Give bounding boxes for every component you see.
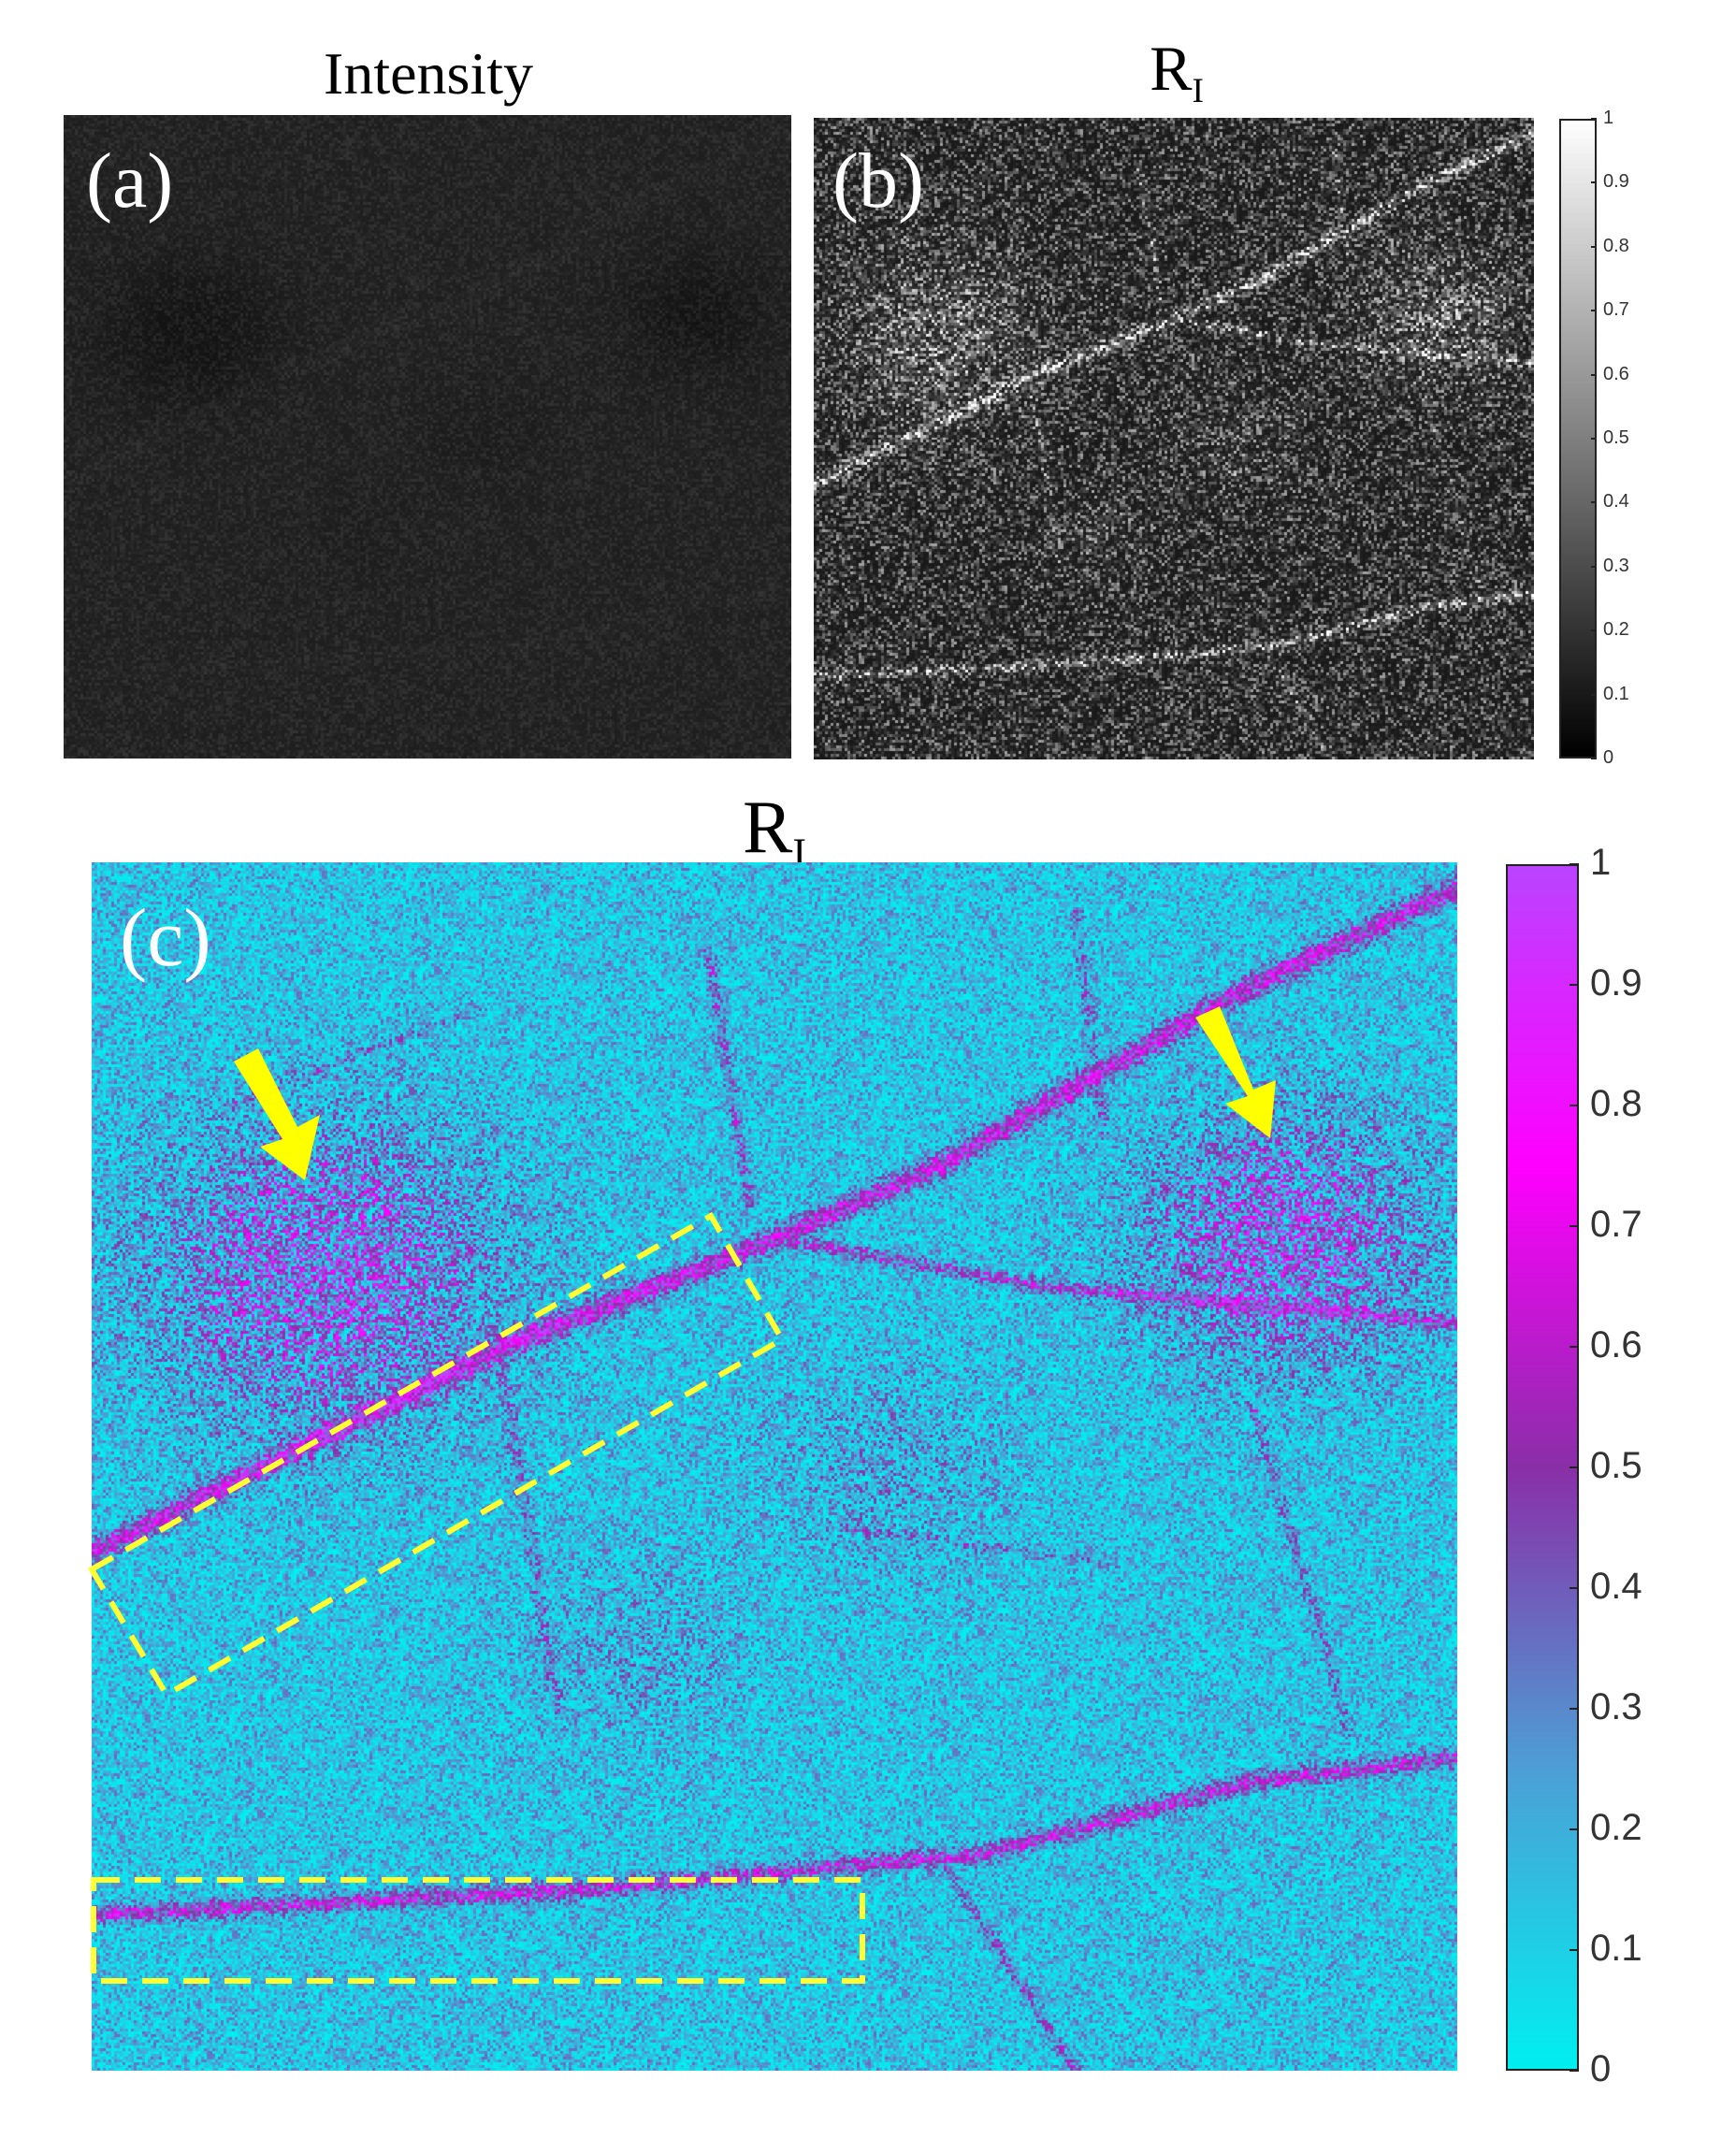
colorbar-tick-mark — [1591, 181, 1597, 184]
colorbar-tick-label: 0.3 — [1603, 555, 1629, 576]
colorbar-tick-mark — [1570, 1105, 1579, 1106]
colorbar-tick-mark — [1591, 245, 1597, 248]
colorbar-tick-mark — [1570, 1587, 1579, 1589]
panel-c-title: RI — [92, 786, 1457, 876]
colorbar-tick-label: 0 — [1603, 747, 1614, 768]
colorbar-tick-mark — [1570, 863, 1579, 865]
panel-b-title-sub: I — [1192, 72, 1204, 111]
colorbar-tick-label: 0.4 — [1603, 491, 1629, 513]
colorbar-tick-mark — [1591, 565, 1597, 568]
colorbar-tick-mark — [1591, 118, 1597, 120]
panel-b-label: (b) — [832, 137, 924, 224]
colorbar-tick-label: 0.4 — [1590, 1566, 1642, 1607]
colorbar-tick-label: 0.2 — [1603, 619, 1629, 641]
colorbar-tick-label: 0.5 — [1603, 427, 1629, 448]
colorbar-tick-label: 0.9 — [1590, 962, 1642, 1004]
colorbar-tick-label: 0.8 — [1590, 1083, 1642, 1124]
colorbar-tick-mark — [1570, 1225, 1579, 1227]
colorbar-tick-mark — [1570, 1467, 1579, 1468]
colormap-colorbar-frame — [1506, 864, 1579, 2071]
colorbar-tick-mark — [1591, 758, 1597, 759]
colorbar-tick-label: 0.8 — [1603, 235, 1629, 256]
colorbar-tick-mark — [1591, 373, 1597, 376]
panel-b-title-main: R — [1150, 33, 1193, 104]
colorbar-tick-label: 0.7 — [1603, 299, 1629, 321]
ri-colormap-image — [92, 862, 1457, 2071]
colorbar-tick-mark — [1591, 310, 1597, 312]
colorbar-tick-mark — [1591, 501, 1597, 504]
colorbar-tick-label: 0.1 — [1603, 683, 1629, 704]
panel-a-label: (a) — [86, 137, 174, 224]
panel-c-label: (c) — [120, 893, 211, 984]
colorbar-tick-mark — [1591, 438, 1597, 440]
colorbar-tick-mark — [1570, 1346, 1579, 1348]
panel-b-title: RI — [812, 32, 1541, 111]
colorbar-tick-label: 0.5 — [1590, 1445, 1642, 1486]
intensity-image — [64, 115, 791, 759]
colorbar-tick-label: 0.9 — [1603, 171, 1629, 193]
colorbar-tick-mark — [1591, 693, 1597, 696]
colorbar-tick-label: 1 — [1603, 108, 1614, 128]
colorbar-tick-label: 1 — [1590, 842, 1612, 883]
colorbar-tick-label: 0.1 — [1590, 1928, 1642, 1969]
colorbar-tick-mark — [1570, 984, 1579, 986]
colorbar-tick-mark — [1570, 1828, 1579, 1830]
grayscale-colorbar — [1560, 120, 1596, 758]
colorbar-tick-mark — [1570, 2070, 1579, 2072]
panel-a-title: Intensity — [324, 40, 533, 107]
colorbar-tick-mark — [1570, 1708, 1579, 1710]
colorbar-tick-mark — [1570, 1949, 1579, 1951]
colormap-colorbar — [1507, 865, 1578, 2070]
panel-c-title-main: R — [742, 787, 793, 869]
ri-grayscale-image — [814, 118, 1534, 759]
colorbar-tick-mark — [1591, 629, 1597, 632]
colorbar-tick-label: 0.2 — [1590, 1807, 1642, 1848]
colorbar-tick-label: 0.3 — [1590, 1686, 1642, 1727]
colorbar-tick-label: 0.7 — [1590, 1204, 1642, 1245]
colorbar-tick-label: 0 — [1590, 2048, 1612, 2089]
colorbar-tick-label: 0.6 — [1590, 1324, 1642, 1365]
colorbar-tick-label: 0.6 — [1603, 363, 1629, 384]
